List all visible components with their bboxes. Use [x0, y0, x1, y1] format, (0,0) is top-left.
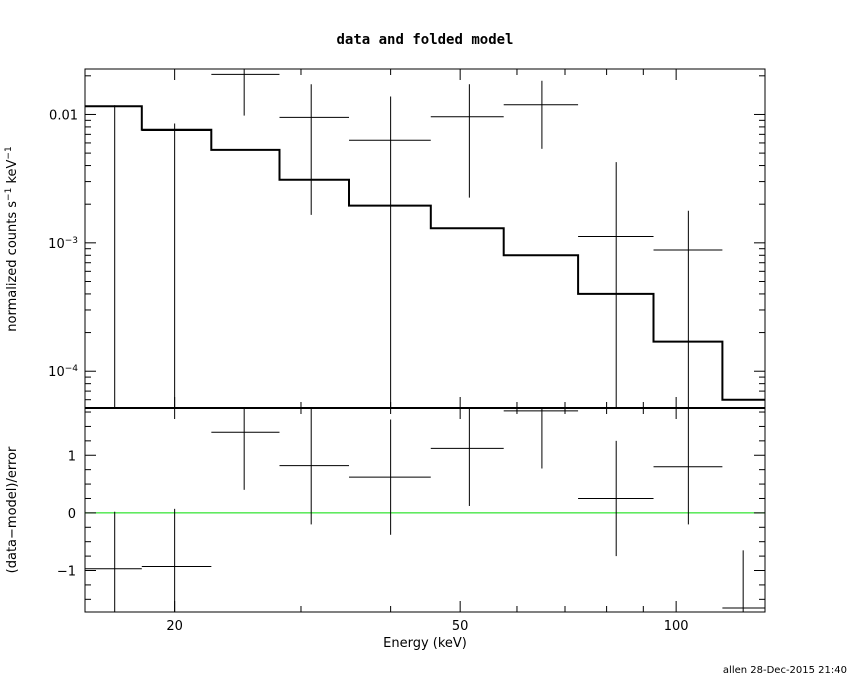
- residuals-panel: 1 0 −1 (data−model)/error: [5, 407, 766, 613]
- data-point: [430, 84, 504, 198]
- y-tick-label-exponent: −4: [65, 364, 79, 374]
- data-point: [578, 440, 654, 557]
- data-point: [279, 408, 350, 525]
- spectrum-data-points: [85, 69, 723, 408]
- residuals-y-tick-labels: 1 0 −1: [57, 449, 76, 579]
- y-tick-label-base: 10: [48, 237, 65, 252]
- data-point: [141, 123, 212, 408]
- y-tick-label: 0.01: [49, 108, 78, 123]
- chart-title: data and folded model: [336, 32, 513, 48]
- ylabel-base: normalized counts s: [5, 201, 20, 332]
- ylabel-mid: keV: [5, 159, 20, 187]
- residuals-y-axis-label: (data−model)/error: [5, 446, 20, 573]
- y-tick-label: 0: [68, 507, 76, 522]
- data-point: [503, 408, 579, 469]
- data-point: [279, 84, 350, 215]
- x-axis-label: Energy (keV): [383, 636, 467, 651]
- x-tick-label: 50: [452, 619, 469, 634]
- spectrum-frame: [84, 68, 766, 409]
- data-point: [503, 80, 579, 149]
- residuals-data-points: [85, 408, 765, 612]
- data-point: [141, 508, 212, 612]
- data-point: [85, 511, 142, 612]
- ylabel-sup-2: −1: [4, 146, 14, 159]
- data-point: [349, 96, 431, 408]
- data-point: [653, 210, 723, 408]
- x-tick-label: 20: [166, 619, 183, 634]
- data-point: [653, 408, 723, 525]
- footer-timestamp: allen 28-Dec-2015 21:40: [723, 665, 847, 676]
- x-tick-labels: 20 50 100: [166, 619, 688, 634]
- data-point: [578, 162, 654, 408]
- data-point: [211, 69, 280, 116]
- data-point: [722, 550, 765, 612]
- folded-model-line: [85, 105, 765, 401]
- data-point: [430, 408, 504, 506]
- y-tick-label-base: 0.01: [49, 108, 78, 123]
- y-tick-label-exponent: −3: [65, 236, 78, 246]
- data-point: [211, 408, 280, 490]
- y-tick-label: 1: [68, 449, 76, 464]
- x-tick-label: 100: [664, 619, 689, 634]
- model-step-path: [85, 105, 765, 401]
- data-point: [85, 105, 142, 408]
- residuals-frame: [84, 407, 766, 613]
- data-point: [349, 419, 431, 535]
- spectrum-ticks: [85, 69, 765, 408]
- y-tick-label: 10−4: [48, 364, 78, 380]
- residuals-ticks: [85, 408, 765, 612]
- spectrum-y-axis-label: normalized counts s−1 keV−1: [4, 146, 20, 331]
- ylabel-sup-1: −1: [4, 188, 14, 201]
- y-tick-label: 10−3: [48, 236, 78, 252]
- y-tick-label: −1: [57, 565, 76, 580]
- y-tick-label-base: 10: [48, 365, 65, 380]
